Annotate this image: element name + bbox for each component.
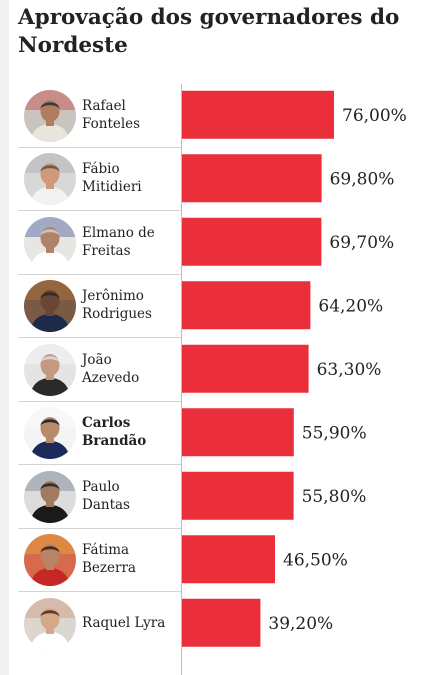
governor-name: João Azevedo [82, 351, 182, 387]
governor-row: Fátima Bezerra [18, 529, 182, 592]
chart-title: Aprovação dos governadores do Nordeste [18, 4, 418, 60]
bar [182, 598, 261, 647]
bar-value-label: 76,00% [342, 106, 407, 126]
governor-name: Raquel Lyra [82, 614, 182, 632]
bar [182, 217, 322, 266]
governor-name-line: Jerônimo [82, 288, 144, 305]
bar-baseline [181, 84, 182, 675]
governor-name-line: Paulo [82, 478, 120, 495]
governor-name-line: João [82, 351, 112, 368]
jeronimo-rodrigues-avatar [24, 280, 76, 333]
governor-row: Paulo Dantas [18, 465, 181, 529]
governor-name: Carlos Brandão [82, 414, 182, 450]
bar-value-label: 46,50% [283, 550, 348, 570]
governor-name-line: Brandão [82, 433, 147, 450]
governor-name: Fábio Mitidieri [82, 160, 182, 196]
bar-value-label: 69,80% [330, 169, 395, 189]
governor-row: Raquel Lyra [18, 592, 181, 655]
governor-name: Jerônimo Rodrigues [82, 287, 182, 323]
governor-row: Jerônimo Rodrigues [18, 275, 182, 338]
raquel-lyra-avatar [24, 597, 76, 650]
governor-name-line: Carlos [82, 415, 131, 432]
left-edge-strip [0, 0, 9, 675]
bar-value-label: 64,20% [318, 296, 383, 316]
governor-name-line: Fonteles [82, 115, 141, 132]
rafael-fonteles-avatar [24, 89, 76, 142]
bar-value-label: 55,80% [302, 487, 367, 507]
governor-name-line: Fábio [82, 161, 120, 178]
bar [182, 471, 294, 520]
governor-name-line: Bezerra [82, 560, 136, 577]
governor-name-line: Fátima [82, 542, 130, 559]
fatima-bezerra-avatar [24, 534, 76, 587]
carlos-brandao-avatar [24, 407, 76, 460]
governor-row: Carlos Brandão [18, 402, 182, 465]
governor-row: Rafael Fonteles [18, 84, 181, 148]
bar [182, 408, 294, 457]
bar [182, 154, 322, 203]
governor-row: João Azevedo [18, 338, 181, 402]
paulo-dantas-avatar [24, 470, 76, 523]
chart-title-line-2: Nordeste [18, 33, 128, 58]
governor-row: Fábio Mitidieri [18, 148, 182, 211]
governor-name-line: Raquel Lyra [82, 614, 166, 631]
chart-title-line-1: Aprovação dos governadores do [18, 5, 400, 30]
governor-name: Paulo Dantas [82, 478, 182, 514]
bar-value-label: 63,30% [317, 360, 382, 380]
bar [182, 90, 334, 139]
governor-name: Elmano de Freitas [82, 224, 182, 260]
governor-name-line: Mitidieri [82, 179, 142, 196]
elmano-de-freitas-avatar [24, 216, 76, 269]
governor-name-line: Freitas [82, 242, 131, 259]
governor-name: Rafael Fonteles [82, 97, 182, 133]
bar [182, 281, 311, 330]
governor-name-line: Dantas [82, 496, 130, 513]
governor-name-line: Elmano de [82, 224, 155, 241]
bar [182, 535, 275, 584]
bar [182, 344, 309, 393]
fabio-mitidieri-avatar [24, 153, 76, 206]
governor-name-line: Azevedo [82, 369, 140, 386]
bar-value-label: 39,20% [268, 614, 333, 634]
joao-azevedo-avatar [24, 343, 76, 396]
bar-value-label: 55,90% [302, 423, 367, 443]
governor-name-line: Rodrigues [82, 306, 152, 323]
bar-value-label: 69,70% [329, 233, 394, 253]
governor-name-line: Rafael [82, 97, 126, 114]
governor-row: Elmano de Freitas [18, 211, 181, 275]
governor-name: Fátima Bezerra [82, 541, 182, 577]
